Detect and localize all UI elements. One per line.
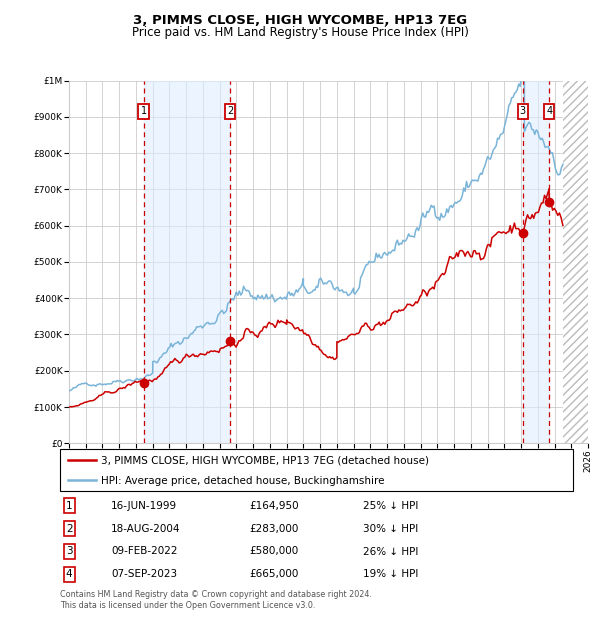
Bar: [563, 81, 588, 443]
Text: 4: 4: [546, 107, 552, 117]
Text: 3: 3: [66, 546, 73, 557]
Text: 3: 3: [520, 107, 526, 117]
Text: Contains HM Land Registry data © Crown copyright and database right 2024.: Contains HM Land Registry data © Crown c…: [60, 590, 372, 600]
Text: 3, PIMMS CLOSE, HIGH WYCOMBE, HP13 7EG: 3, PIMMS CLOSE, HIGH WYCOMBE, HP13 7EG: [133, 14, 467, 27]
Text: £164,950: £164,950: [250, 500, 299, 511]
Text: 16-JUN-1999: 16-JUN-1999: [112, 500, 178, 511]
Text: 30% ↓ HPI: 30% ↓ HPI: [362, 523, 418, 534]
Text: £665,000: £665,000: [250, 569, 299, 580]
Text: 25% ↓ HPI: 25% ↓ HPI: [362, 500, 418, 511]
Text: HPI: Average price, detached house, Buckinghamshire: HPI: Average price, detached house, Buck…: [101, 476, 385, 485]
Text: 07-SEP-2023: 07-SEP-2023: [112, 569, 178, 580]
Text: £580,000: £580,000: [250, 546, 299, 557]
Text: 19% ↓ HPI: 19% ↓ HPI: [362, 569, 418, 580]
Text: 2: 2: [227, 107, 233, 117]
Text: 1: 1: [140, 107, 147, 117]
Text: This data is licensed under the Open Government Licence v3.0.: This data is licensed under the Open Gov…: [60, 601, 316, 611]
Text: 2: 2: [66, 523, 73, 534]
Text: 4: 4: [66, 569, 73, 580]
Text: £283,000: £283,000: [250, 523, 299, 534]
Text: 1: 1: [66, 500, 73, 511]
FancyBboxPatch shape: [60, 449, 573, 491]
Text: 26% ↓ HPI: 26% ↓ HPI: [362, 546, 418, 557]
Bar: [523, 81, 549, 443]
Bar: [563, 81, 588, 443]
Text: 18-AUG-2004: 18-AUG-2004: [112, 523, 181, 534]
Text: Price paid vs. HM Land Registry's House Price Index (HPI): Price paid vs. HM Land Registry's House …: [131, 26, 469, 39]
Text: 09-FEB-2022: 09-FEB-2022: [112, 546, 178, 557]
Bar: [143, 81, 230, 443]
Text: 3, PIMMS CLOSE, HIGH WYCOMBE, HP13 7EG (detached house): 3, PIMMS CLOSE, HIGH WYCOMBE, HP13 7EG (…: [101, 455, 429, 465]
